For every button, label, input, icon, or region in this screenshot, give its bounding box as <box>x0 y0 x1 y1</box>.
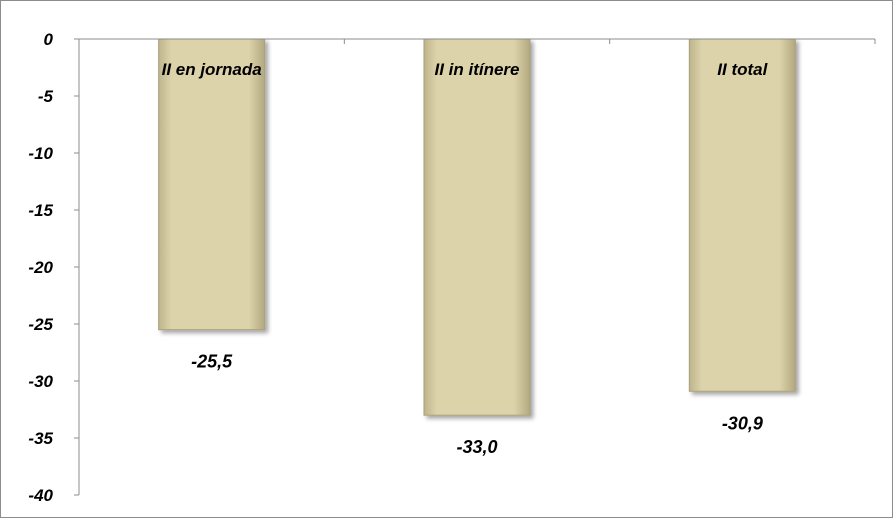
y-tick-label: -20 <box>28 258 53 277</box>
data-label: -25,5 <box>191 352 233 372</box>
y-tick-label: -35 <box>28 429 53 448</box>
category-label: II en jornada <box>162 60 262 79</box>
data-label: -30,9 <box>722 413 763 433</box>
bar-2 <box>423 38 531 416</box>
category-label: II total <box>717 60 768 79</box>
labels-group: 0 -5 -10 -15 -20 -25 -30 -35 -40 II en jornada II … <box>28 30 768 505</box>
y-tick-label: 0 <box>44 30 54 49</box>
y-tick-label: -40 <box>28 486 53 505</box>
y-tick-label: -25 <box>28 315 53 334</box>
bars-group <box>158 38 796 416</box>
y-tick-label: -30 <box>28 372 53 391</box>
data-label: -33,0 <box>456 437 497 457</box>
category-label: II in itínere <box>434 60 519 79</box>
y-tick-label: -15 <box>28 201 53 220</box>
axes-group <box>74 38 876 496</box>
bar-3 <box>688 38 796 392</box>
y-tick-label: -10 <box>28 144 53 163</box>
y-tick-label: -5 <box>38 87 54 106</box>
bar-1 <box>158 38 266 331</box>
